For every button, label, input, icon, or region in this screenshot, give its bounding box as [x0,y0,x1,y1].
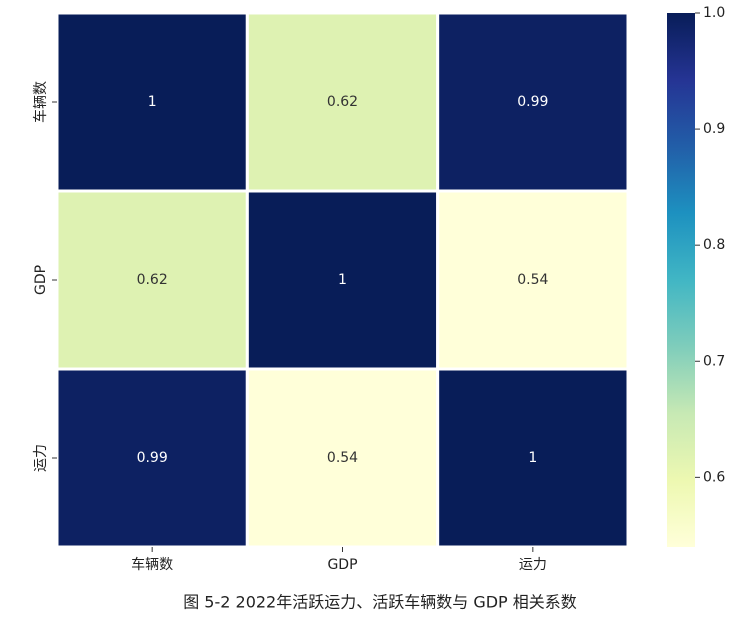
colorbar-tick-label: 0.8 [703,237,725,253]
x-tick-label: 车辆数 [131,556,173,573]
y-tick-label: GDP [33,265,49,295]
heatmap-cell [245,11,440,193]
heatmap-cell [245,367,440,549]
cell-label: 0.62 [327,94,358,110]
y-tick-label: 车辆数 [32,81,49,123]
cell-label: 1 [338,272,347,288]
heatmap-cell [436,189,630,371]
x-tick-label: GDP [327,557,357,573]
y-tick-label: 运力 [33,444,49,472]
cell-label: 0.99 [137,450,168,466]
cell-label: 0.99 [517,94,548,110]
cell-label: 1 [148,94,157,110]
cell-label: 0.54 [517,272,548,288]
heatmap-cell [55,11,249,193]
colorbar-tick-label: 0.6 [703,469,725,485]
cell-label: 0.54 [327,450,358,466]
heatmap-cell [436,11,630,193]
colorbar-tick-label: 1.0 [703,5,725,21]
cell-label: 1 [528,450,537,466]
colorbar-tick-label: 0.7 [703,353,725,369]
colorbar [667,13,695,547]
colorbar-tick-label: 0.9 [703,121,725,137]
x-tick-label: 运力 [519,557,547,573]
cell-label: 0.62 [137,272,168,288]
caption: 图 5-2 2022年活跃运力、活跃车辆数与 GDP 相关系数 [183,593,577,612]
